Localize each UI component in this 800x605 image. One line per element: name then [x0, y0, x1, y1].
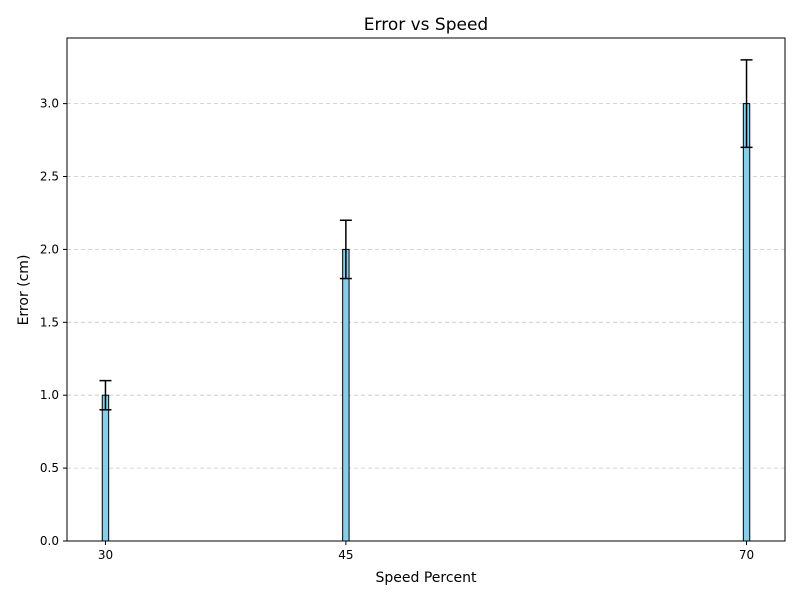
x-tick-label: 70 [739, 548, 754, 562]
error-bars [99, 59, 753, 411]
bar [101, 394, 110, 542]
y-tick-label: 0.5 [40, 461, 59, 475]
chart-title: Error vs Speed [364, 15, 488, 35]
y-axis-ticks: 0.0 0.5 1.0 1.5 2.0 2.5 3.0 [40, 97, 67, 548]
y-tick-label: 0.0 [40, 534, 59, 548]
y-tick-label: 1.0 [40, 388, 59, 402]
y-axis-label: Error (cm) [16, 255, 32, 326]
y-tick-label: 1.5 [40, 315, 59, 329]
x-tick-label: 45 [338, 548, 353, 562]
x-axis-label: Speed Percent [375, 570, 477, 586]
grid-lines [67, 103, 785, 542]
x-tick-label: 30 [98, 548, 113, 562]
plot-frame [66, 37, 786, 542]
y-tick-label: 3.0 [40, 97, 59, 111]
bar [742, 103, 751, 542]
y-tick-label: 2.5 [40, 170, 59, 184]
bar [342, 248, 350, 542]
y-tick-label: 2.0 [40, 242, 59, 256]
x-axis-ticks: 30 45 70 [98, 541, 754, 562]
